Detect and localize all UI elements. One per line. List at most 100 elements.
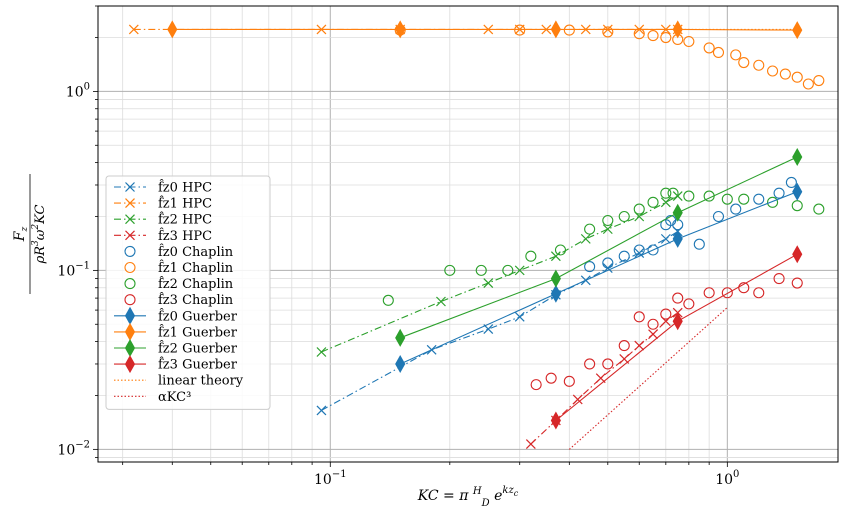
data-point	[753, 287, 765, 299]
data-point	[167, 20, 178, 39]
legend-entry: αKC³	[114, 390, 191, 405]
series-2	[316, 191, 683, 357]
series-6	[382, 187, 825, 306]
data-point	[672, 203, 683, 222]
data-point	[584, 358, 596, 370]
data-point	[633, 28, 645, 40]
data-point	[514, 265, 525, 276]
data-point	[514, 24, 526, 36]
data-point	[712, 46, 725, 59]
data-point	[683, 298, 695, 310]
data-point	[550, 411, 561, 430]
x-marker-stroke	[602, 224, 613, 235]
legend-entry: f̂z2 HPC	[114, 211, 212, 228]
data-point	[672, 292, 684, 304]
data-point	[395, 354, 406, 373]
data-point	[738, 56, 750, 69]
data-point	[802, 78, 814, 90]
legend-label: f̂z0 HPC	[158, 179, 212, 196]
legend-entry: f̂z1 Guerber	[114, 322, 238, 341]
x-marker-stroke	[580, 233, 591, 244]
y-tick-label: 10−1	[57, 260, 90, 279]
x-marker-stroke	[634, 340, 645, 351]
data-point	[602, 358, 614, 370]
legend-box	[105, 175, 271, 410]
data-point	[813, 203, 825, 215]
series-13	[568, 307, 728, 450]
legend-entry: f̂z0 HPC	[114, 179, 212, 196]
legend-label: f̂z1 HPC	[158, 195, 212, 212]
x-marker-stroke	[660, 197, 671, 208]
data-point	[792, 182, 803, 201]
data-point	[738, 282, 750, 294]
data-point	[633, 244, 645, 256]
data-point	[667, 187, 679, 199]
y-axis-label-numerator: Fz	[12, 227, 30, 243]
data-point	[602, 257, 614, 269]
x-marker-stroke	[483, 278, 494, 288]
data-point	[316, 347, 327, 357]
legend-marker	[125, 182, 135, 192]
legend-label: f̂z2 Chaplin	[158, 275, 234, 292]
x-axis-label: KC = π HD ekzc	[417, 485, 519, 509]
legend-marker	[124, 245, 136, 257]
legend-entry: f̂z3 Chaplin	[124, 291, 234, 308]
legend-label: f̂z0 Guerber	[158, 307, 238, 324]
data-point	[660, 233, 671, 244]
x-marker-stroke	[514, 311, 525, 322]
data-point	[525, 439, 536, 450]
data-point	[525, 250, 537, 262]
series-0	[316, 226, 683, 416]
data-point	[647, 30, 659, 42]
data-point	[436, 296, 446, 307]
series-11	[550, 245, 803, 430]
legend-entry: f̂z1 Chaplin	[124, 259, 234, 276]
y-tick-label: 10−2	[57, 439, 90, 458]
plot-frame	[97, 5, 839, 463]
data-point	[792, 21, 803, 40]
data-point	[554, 244, 567, 256]
legend-entry: f̂z0 Chaplin	[124, 243, 234, 260]
legend-marker	[125, 214, 135, 225]
data-point	[563, 24, 575, 36]
legend-entry: f̂z1 HPC	[114, 195, 212, 212]
x-marker-stroke	[619, 354, 630, 364]
legend-marker	[124, 278, 136, 290]
data-point	[773, 273, 785, 285]
data-point	[785, 176, 797, 188]
y-axis-label-denominator: ρR3ω2KC	[31, 205, 48, 265]
data-point	[791, 277, 803, 289]
data-point	[563, 375, 575, 387]
x-tick-label: 10−1	[314, 469, 347, 488]
data-point	[693, 238, 705, 250]
data-point	[382, 294, 394, 306]
data-point	[712, 210, 725, 223]
data-point	[618, 340, 630, 352]
legend-label: f̂z0 Chaplin	[158, 243, 234, 260]
x-tick-label: 100	[715, 469, 739, 488]
x-marker-stroke	[595, 373, 606, 384]
data-point	[618, 250, 630, 262]
legend-marker	[125, 230, 135, 241]
data-point	[483, 278, 494, 288]
data-point	[572, 394, 583, 405]
data-point	[767, 65, 779, 77]
legend-entry: linear theory	[114, 374, 244, 389]
data-point	[672, 312, 683, 331]
data-point	[721, 193, 733, 205]
data-point	[580, 233, 591, 244]
legend-entry: f̂z0 Guerber	[114, 306, 238, 325]
data-point	[602, 214, 614, 227]
data-point	[773, 187, 785, 199]
data-point	[475, 264, 487, 276]
x-marker-stroke	[316, 405, 327, 416]
data-point	[703, 42, 715, 54]
data-point	[633, 203, 645, 215]
x-marker-stroke	[128, 24, 139, 35]
data-point	[703, 287, 715, 299]
data-point	[647, 244, 659, 256]
data-point	[683, 35, 695, 48]
data-point	[584, 223, 596, 235]
